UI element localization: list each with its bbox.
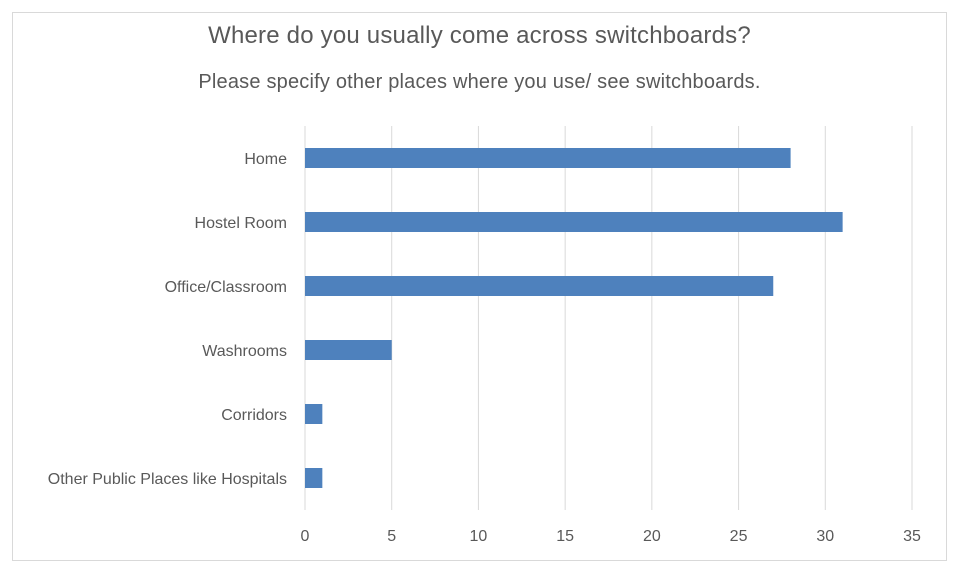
x-tick-label: 5	[387, 528, 396, 545]
gridlines	[304, 126, 913, 510]
chart-title: Where do you usually come across switchb…	[208, 22, 751, 49]
x-tick-label: 0	[301, 528, 310, 545]
category-label: Home	[244, 151, 287, 168]
category-label: Hostel Room	[195, 215, 287, 232]
x-tick-label: 15	[556, 528, 574, 545]
bar	[305, 148, 791, 168]
bar	[305, 212, 843, 232]
x-tick-label: 35	[903, 528, 921, 545]
x-tick-label: 30	[816, 528, 834, 545]
bar	[305, 276, 774, 296]
bars	[305, 148, 843, 488]
bar	[305, 468, 323, 488]
category-label: Washrooms	[202, 343, 287, 360]
x-tick-label: 10	[470, 528, 488, 545]
category-label: Other Public Places like Hospitals	[48, 471, 287, 488]
category-labels: Home Hostel Room Office/Classroom Washrooms…	[48, 151, 287, 488]
category-label: Office/Classroom	[165, 279, 287, 296]
x-tick-label: 20	[643, 528, 661, 545]
bar	[305, 404, 323, 424]
bar	[305, 340, 392, 360]
x-tick-labels: 0 5 10 15 20 25 30 35	[301, 528, 921, 545]
chart-subtitle: Please specify other places where you us…	[198, 71, 761, 93]
category-label: Corridors	[221, 407, 287, 424]
x-tick-label: 25	[730, 528, 748, 545]
